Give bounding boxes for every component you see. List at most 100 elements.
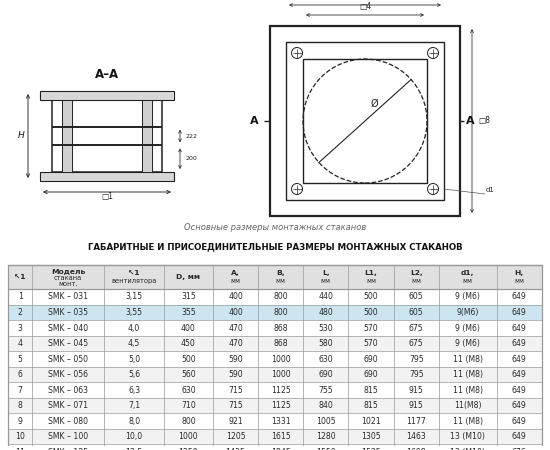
Text: SMK – 071: SMK – 071: [48, 401, 88, 410]
Bar: [8, 305, 32, 320]
Text: 4,0: 4,0: [128, 324, 140, 333]
Bar: [394, 305, 439, 320]
Bar: [394, 398, 439, 414]
Bar: [303, 320, 349, 336]
Text: 470: 470: [228, 339, 243, 348]
Text: 1463: 1463: [406, 432, 426, 441]
Text: 4: 4: [18, 339, 23, 348]
Bar: [32, 445, 105, 450]
Bar: [164, 289, 213, 305]
Bar: [394, 429, 439, 445]
Bar: [258, 382, 303, 398]
Bar: [32, 305, 105, 320]
Bar: [303, 305, 349, 320]
Bar: [497, 367, 542, 382]
Text: 570: 570: [364, 339, 378, 348]
Bar: [303, 289, 349, 305]
Bar: [213, 367, 258, 382]
Text: 4,5: 4,5: [128, 339, 140, 348]
Text: SMK – 080: SMK – 080: [48, 417, 88, 426]
Bar: [439, 336, 497, 351]
Text: 868: 868: [273, 339, 288, 348]
Bar: [104, 305, 164, 320]
Bar: [104, 414, 164, 429]
Text: Ø: Ø: [371, 99, 378, 109]
Text: A,: A,: [231, 270, 240, 276]
Bar: [164, 320, 213, 336]
Text: 715: 715: [228, 401, 243, 410]
Bar: [213, 445, 258, 450]
Text: 8: 8: [18, 401, 23, 410]
Text: 800: 800: [181, 417, 196, 426]
Text: d1,: d1,: [461, 270, 475, 276]
Text: 1331: 1331: [271, 417, 290, 426]
Bar: [349, 445, 394, 450]
Text: 675: 675: [409, 324, 424, 333]
Text: □8: □8: [478, 117, 490, 126]
Bar: [349, 320, 394, 336]
Bar: [213, 414, 258, 429]
Text: ↖1: ↖1: [128, 270, 140, 276]
Bar: [439, 351, 497, 367]
Bar: [439, 382, 497, 398]
Text: ГАБАРИТНЫЕ И ПРИСОЕДИНИТЕЛЬНЫЕ РАЗМЕРЫ МОНТАЖНЫХ СТАКАНОВ: ГАБАРИТНЫЕ И ПРИСОЕДИНИТЕЛЬНЫЕ РАЗМЕРЫ М…: [87, 243, 463, 252]
Text: 12,5: 12,5: [125, 448, 142, 450]
Bar: [32, 266, 105, 289]
Text: SMK – 031: SMK – 031: [48, 292, 88, 302]
Bar: [32, 382, 105, 398]
Bar: [349, 398, 394, 414]
Bar: [497, 266, 542, 289]
Text: мм: мм: [230, 279, 240, 284]
Text: мм: мм: [366, 279, 376, 284]
Bar: [497, 305, 542, 320]
Bar: [40, 172, 174, 181]
Bar: [164, 351, 213, 367]
Text: 10,0: 10,0: [125, 432, 142, 441]
Text: 11 (M8): 11 (M8): [453, 386, 483, 395]
Text: 630: 630: [318, 355, 333, 364]
Bar: [213, 320, 258, 336]
Bar: [8, 289, 32, 305]
Text: 649: 649: [512, 370, 526, 379]
Text: 1125: 1125: [271, 386, 290, 395]
Text: 500: 500: [364, 292, 378, 302]
Text: Модель: Модель: [51, 268, 85, 274]
Bar: [497, 289, 542, 305]
Bar: [303, 382, 349, 398]
Text: L1,: L1,: [365, 270, 377, 276]
Text: ↖1: ↖1: [14, 274, 26, 280]
Text: 9(M6): 9(M6): [456, 308, 479, 317]
Bar: [349, 382, 394, 398]
Text: 690: 690: [318, 370, 333, 379]
Text: 480: 480: [318, 308, 333, 317]
Bar: [497, 398, 542, 414]
Bar: [497, 414, 542, 429]
Bar: [394, 289, 439, 305]
Text: 715: 715: [228, 386, 243, 395]
Bar: [303, 266, 349, 289]
Bar: [213, 336, 258, 351]
Bar: [303, 398, 349, 414]
Bar: [394, 414, 439, 429]
Text: 400: 400: [181, 324, 196, 333]
Bar: [349, 266, 394, 289]
Bar: [439, 445, 497, 450]
Text: 9 (M6): 9 (M6): [455, 292, 480, 302]
Text: 11(M8): 11(M8): [454, 401, 481, 410]
Text: 1698: 1698: [406, 448, 426, 450]
Text: 400: 400: [228, 292, 243, 302]
Text: 1535: 1535: [361, 448, 381, 450]
Text: 710: 710: [181, 401, 196, 410]
Text: 570: 570: [364, 324, 378, 333]
Bar: [104, 429, 164, 445]
Bar: [104, 367, 164, 382]
Bar: [258, 336, 303, 351]
Text: 6: 6: [18, 370, 23, 379]
Bar: [164, 305, 213, 320]
Bar: [32, 429, 105, 445]
Text: стакана: стакана: [54, 275, 82, 281]
Bar: [270, 26, 460, 216]
Bar: [439, 367, 497, 382]
Bar: [258, 414, 303, 429]
Text: 11 (M8): 11 (M8): [453, 355, 483, 364]
